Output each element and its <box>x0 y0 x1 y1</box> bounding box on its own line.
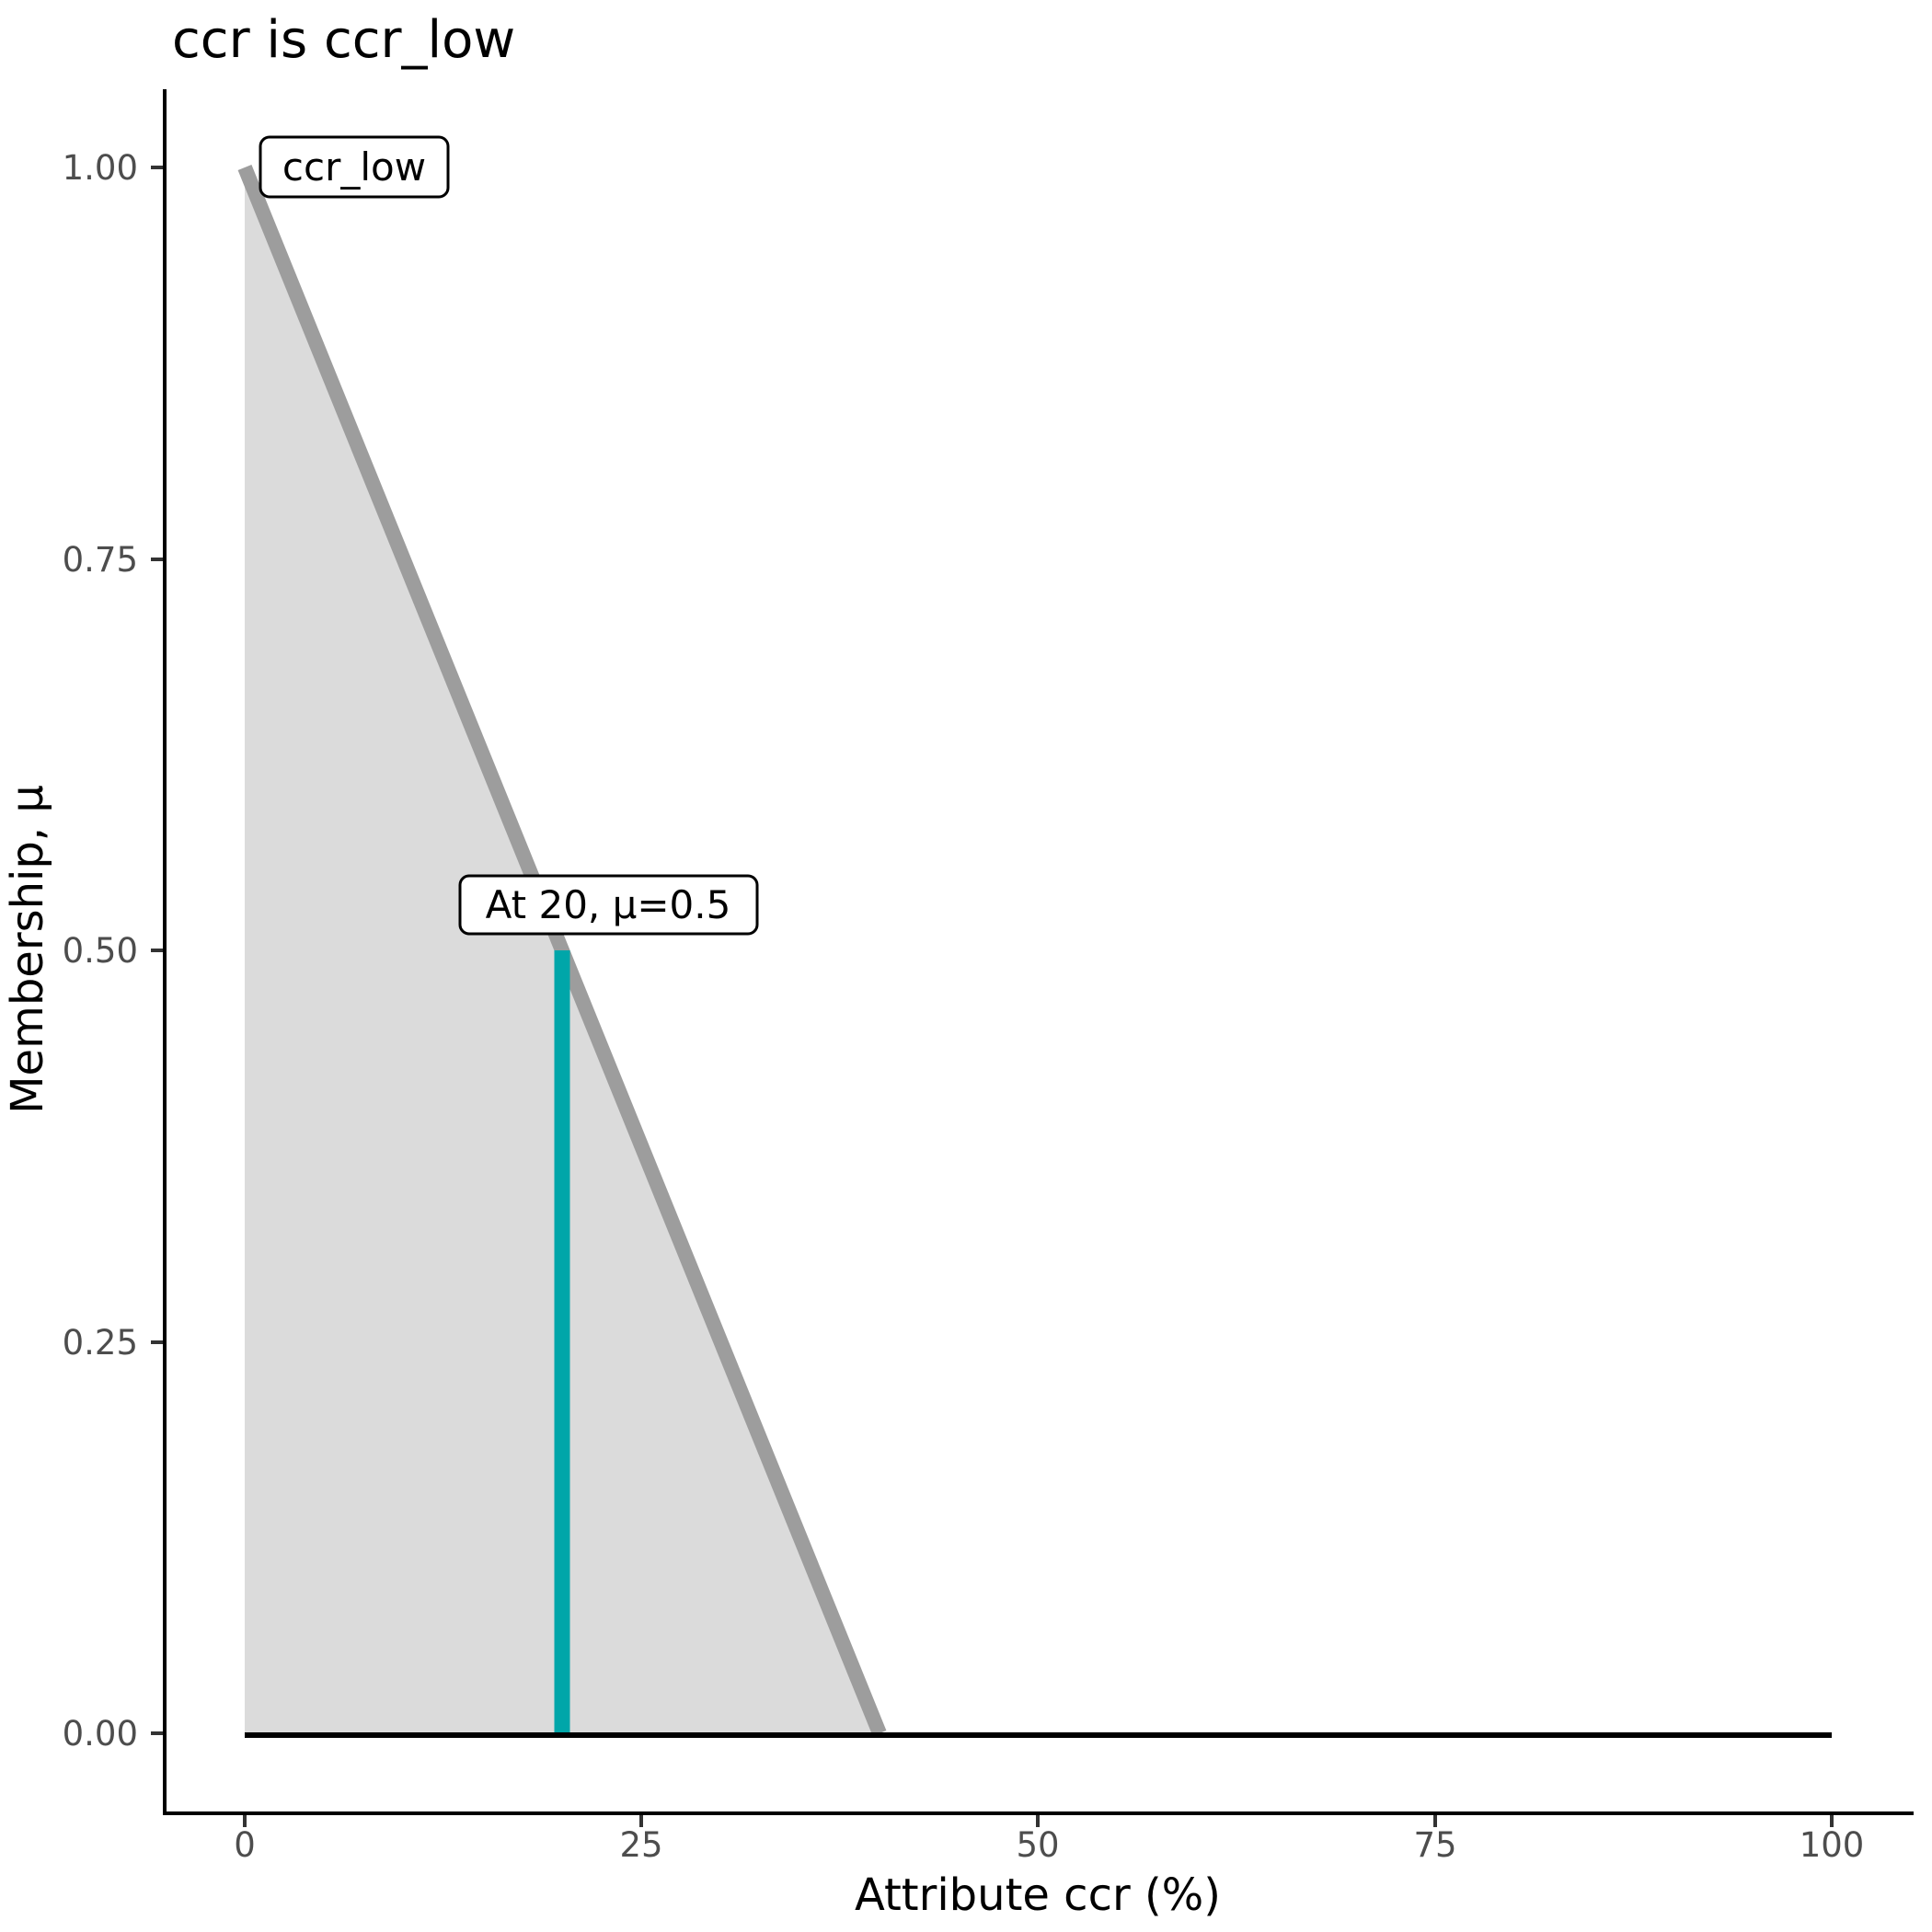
set-label-annotation: ccr_low <box>259 135 450 199</box>
x-tick-label: 50 <box>1016 1825 1059 1865</box>
y-tick-label: 0.25 <box>63 1323 138 1363</box>
x-tick-label: 75 <box>1413 1825 1456 1865</box>
point-label-text: At 20, μ=0.5 <box>486 882 731 927</box>
x-tick-label: 0 <box>234 1825 256 1865</box>
chart-title: ccr is ccr_low <box>172 10 515 70</box>
point-label-box <box>458 874 759 936</box>
y-tick-label: 0.75 <box>63 540 138 580</box>
x-tick-label: 100 <box>1800 1825 1865 1865</box>
point-label-annotation: At 20, μ=0.5 <box>458 874 759 936</box>
x-axis-title: Attribute ccr (%) <box>855 1869 1221 1921</box>
set-label-box <box>259 135 450 199</box>
y-axis-title: Membership, μ <box>2 785 53 1114</box>
y-tick-label: 0.50 <box>63 931 138 971</box>
x-tick-label: 25 <box>619 1825 662 1865</box>
y-tick-label: 1.00 <box>63 148 138 188</box>
y-tick-label: 0.00 <box>63 1714 138 1754</box>
set-label-text: ccr_low <box>282 144 426 190</box>
